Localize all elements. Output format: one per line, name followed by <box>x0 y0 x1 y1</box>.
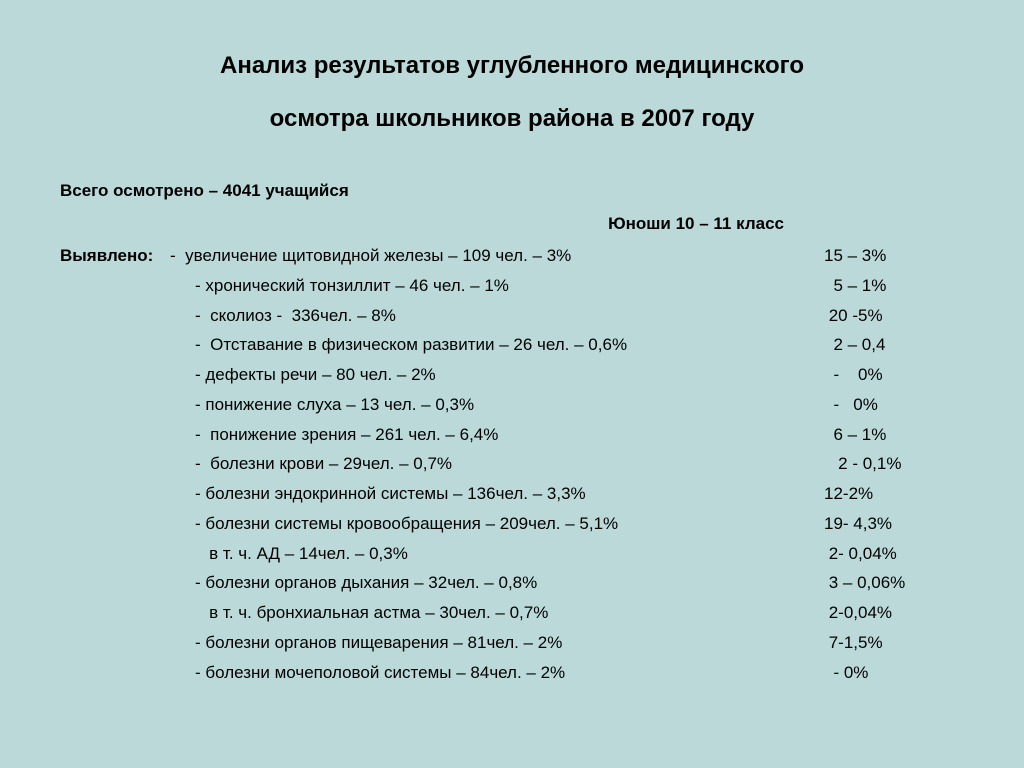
row-val: 2 – 0,4 <box>824 330 964 360</box>
row-val: 12-2% <box>824 479 964 509</box>
row-val: 2- 0,04% <box>824 539 964 569</box>
detected-row: - болезни системы кровообращения – 209че… <box>60 509 964 539</box>
row-val: - 0% <box>824 658 964 688</box>
row-val: - 0% <box>824 360 964 390</box>
detected-row: - дефекты речи – 80 чел. – 2% - 0% <box>60 360 964 390</box>
row-desc: - Отставание в физическом развитии – 26 … <box>195 330 824 360</box>
detected-row: - понижение зрения – 261 чел. – 6,4% 6 –… <box>60 420 964 450</box>
title-line-2: осмотра школьников района в 2007 году <box>270 105 755 132</box>
row-desc: - сколиоз - 336чел. – 8% <box>195 301 824 331</box>
row-val: 19- 4,3% <box>824 509 964 539</box>
row-val: 15 – 3% <box>824 241 964 271</box>
row-val: 5 – 1% <box>824 271 964 301</box>
row-val: - 0% <box>824 390 964 420</box>
title-line-1: Анализ результатов углубленного медицинс… <box>220 52 804 79</box>
detected-row: - хронический тонзиллит – 46 чел. – 1% 5… <box>60 271 964 301</box>
detected-row: - болезни мочеполовой системы – 84чел. –… <box>60 658 964 688</box>
slide-content: Всего осмотрено – 4041 учащийся Юноши 10… <box>60 176 964 688</box>
detected-row: - болезни органов пищеварения – 81чел. –… <box>60 628 964 658</box>
row-desc: - болезни мочеполовой системы – 84чел. –… <box>195 658 824 688</box>
slide-title: Анализ результатов углубленного медицинс… <box>60 40 964 146</box>
row-val: 2 - 0,1% <box>824 449 964 479</box>
detected-label: Выявлено: <box>60 241 170 271</box>
row-desc: в т. ч. АД – 14чел. – 0,3% <box>195 539 824 569</box>
row-val: 6 – 1% <box>824 420 964 450</box>
row-val: 3 – 0,06% <box>824 568 964 598</box>
detected-row: - понижение слуха – 13 чел. – 0,3% - 0% <box>60 390 964 420</box>
row-desc: - дефекты речи – 80 чел. – 2% <box>195 360 824 390</box>
detected-row: в т. ч. бронхиальная астма – 30чел. – 0,… <box>60 598 964 628</box>
row-desc: - болезни органов дыхания – 32чел. – 0,8… <box>195 568 824 598</box>
column-header: Юноши 10 – 11 класс <box>60 209 964 239</box>
row-desc: - болезни эндокринной системы – 136чел. … <box>195 479 824 509</box>
detected-row: - сколиоз - 336чел. – 8% 20 -5% <box>60 301 964 331</box>
detected-row: - Отставание в физическом развитии – 26 … <box>60 330 964 360</box>
row-desc: - понижение слуха – 13 чел. – 0,3% <box>195 390 824 420</box>
row-val: 20 -5% <box>824 301 964 331</box>
detected-row: - болезни органов дыхания – 32чел. – 0,8… <box>60 568 964 598</box>
row-desc: - болезни органов пищеварения – 81чел. –… <box>195 628 824 658</box>
detected-row: в т. ч. АД – 14чел. – 0,3% 2- 0,04% <box>60 539 964 569</box>
row-desc: в т. ч. бронхиальная астма – 30чел. – 0,… <box>195 598 824 628</box>
total-examined: Всего осмотрено – 4041 учащийся <box>60 176 964 206</box>
detected-row-0: Выявлено: - увеличение щитовидной железы… <box>60 241 964 271</box>
detected-row: - болезни эндокринной системы – 136чел. … <box>60 479 964 509</box>
row-val: 7-1,5% <box>824 628 964 658</box>
row-desc: - болезни системы кровообращения – 209че… <box>195 509 824 539</box>
row-desc: - болезни крови – 29чел. – 0,7% <box>195 449 824 479</box>
row-val: 2-0,04% <box>824 598 964 628</box>
row-desc: - понижение зрения – 261 чел. – 6,4% <box>195 420 824 450</box>
row-desc: - хронический тонзиллит – 46 чел. – 1% <box>195 271 824 301</box>
detected-row: - болезни крови – 29чел. – 0,7% 2 - 0,1% <box>60 449 964 479</box>
row-desc: - увеличение щитовидной железы – 109 чел… <box>170 241 824 271</box>
